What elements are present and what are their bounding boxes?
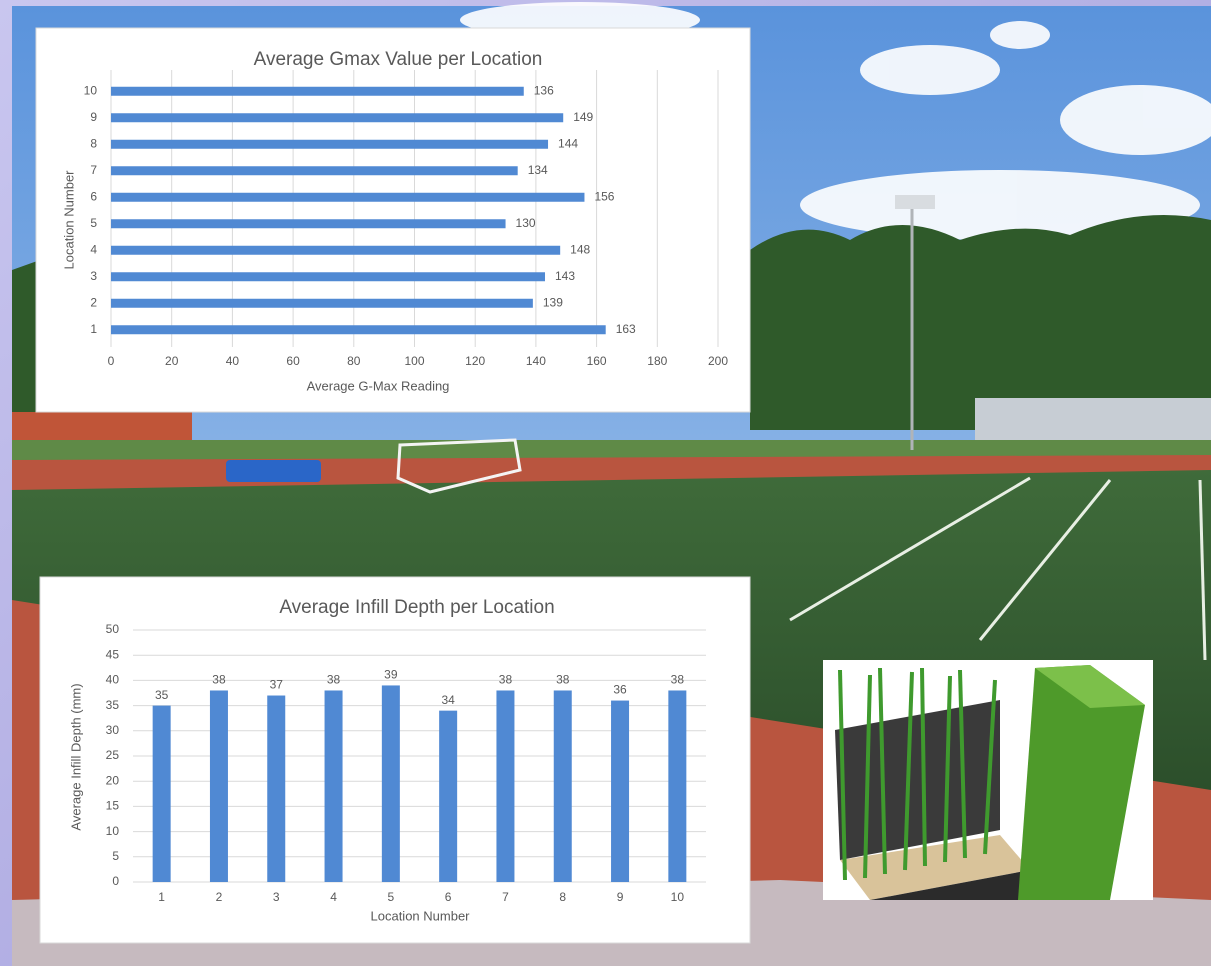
value-label: 39 xyxy=(384,668,398,682)
y-tick-label: 40 xyxy=(106,673,120,687)
x-tick-label: 100 xyxy=(404,354,424,368)
value-label: 38 xyxy=(212,673,226,687)
y-tick-label: 50 xyxy=(106,622,120,636)
x-tick-label: 120 xyxy=(465,354,485,368)
value-label: 163 xyxy=(616,322,636,336)
value-label: 144 xyxy=(558,136,578,150)
bar xyxy=(324,690,343,882)
y-axis-label: Location Number xyxy=(61,170,76,270)
y-tick-label: 30 xyxy=(106,723,120,737)
y-tick-label: 20 xyxy=(106,773,120,787)
bar xyxy=(668,690,687,882)
value-label: 136 xyxy=(534,83,554,97)
bar xyxy=(496,690,515,882)
value-label: 156 xyxy=(594,189,614,203)
y-tick-label: 7 xyxy=(90,163,97,177)
value-label: 148 xyxy=(570,242,590,256)
bar xyxy=(111,298,533,308)
value-label: 130 xyxy=(516,216,536,230)
chart-title: Average Infill Depth per Location xyxy=(279,597,554,618)
y-tick-label: 35 xyxy=(106,698,120,712)
trees xyxy=(750,215,1211,430)
x-tick-label: 9 xyxy=(617,890,624,904)
bar xyxy=(111,192,585,202)
bar xyxy=(111,272,546,282)
x-tick-label: 1 xyxy=(158,890,165,904)
value-label: 38 xyxy=(671,673,685,687)
y-tick-label: 10 xyxy=(84,83,98,97)
bar xyxy=(111,113,564,123)
value-label: 38 xyxy=(556,673,570,687)
goal xyxy=(396,438,522,494)
x-tick-label: 2 xyxy=(216,890,223,904)
x-tick-label: 200 xyxy=(708,354,728,368)
x-tick-label: 80 xyxy=(347,354,361,368)
field-lines xyxy=(789,476,1207,661)
x-tick-label: 10 xyxy=(671,890,685,904)
bar xyxy=(553,690,572,882)
y-tick-label: 6 xyxy=(90,189,97,203)
x-tick-label: 4 xyxy=(330,890,337,904)
value-label: 134 xyxy=(528,163,548,177)
y-tick-label: 8 xyxy=(90,136,97,150)
bar xyxy=(267,695,286,882)
y-tick-label: 1 xyxy=(90,322,97,336)
y-tick-label: 25 xyxy=(106,748,120,762)
y-tick-label: 5 xyxy=(90,216,97,230)
bar xyxy=(439,710,458,882)
x-axis-label: Average G-Max Reading xyxy=(307,378,450,393)
bar xyxy=(111,219,506,229)
bar xyxy=(381,685,400,882)
y-tick-label: 15 xyxy=(106,799,120,813)
x-tick-label: 20 xyxy=(165,354,179,368)
bar xyxy=(111,86,524,96)
y-tick-label: 0 xyxy=(112,874,119,888)
turf-illustration xyxy=(823,660,1153,900)
bar xyxy=(111,166,518,176)
value-label: 149 xyxy=(573,110,593,124)
value-label: 38 xyxy=(499,673,513,687)
value-label: 35 xyxy=(155,688,169,702)
x-tick-label: 5 xyxy=(388,890,395,904)
bleachers xyxy=(975,398,1211,448)
x-tick-label: 6 xyxy=(445,890,452,904)
y-tick-label: 4 xyxy=(90,242,97,256)
y-tick-label: 3 xyxy=(90,269,97,283)
x-tick-label: 180 xyxy=(647,354,667,368)
bar xyxy=(209,690,228,882)
y-tick-label: 45 xyxy=(106,647,120,661)
value-label: 143 xyxy=(555,269,575,283)
value-label: 36 xyxy=(613,683,627,697)
bar xyxy=(152,705,171,882)
bar xyxy=(111,325,606,335)
y-tick-label: 5 xyxy=(112,849,119,863)
bar xyxy=(611,700,630,882)
y-tick-label: 9 xyxy=(90,110,97,124)
value-label: 37 xyxy=(270,678,284,692)
x-tick-label: 160 xyxy=(587,354,607,368)
bar xyxy=(111,245,561,255)
x-tick-label: 3 xyxy=(273,890,280,904)
tarp xyxy=(226,460,321,482)
bar xyxy=(111,139,549,149)
x-tick-label: 40 xyxy=(226,354,240,368)
x-tick-label: 0 xyxy=(108,354,115,368)
x-tick-label: 8 xyxy=(559,890,566,904)
value-label: 34 xyxy=(441,693,455,707)
x-tick-label: 60 xyxy=(286,354,300,368)
lights xyxy=(895,195,935,209)
y-tick-label: 10 xyxy=(106,824,120,838)
x-tick-label: 140 xyxy=(526,354,546,368)
trees xyxy=(12,260,40,420)
chart-title: Average Gmax Value per Location xyxy=(254,49,543,70)
y-tick-label: 2 xyxy=(90,295,97,309)
y-axis-label: Average Infill Depth (mm) xyxy=(68,683,83,830)
value-label: 38 xyxy=(327,673,341,687)
clouds xyxy=(460,2,1211,240)
x-tick-label: 7 xyxy=(502,890,509,904)
value-label: 139 xyxy=(543,295,563,309)
x-axis-label: Location Number xyxy=(371,908,471,923)
